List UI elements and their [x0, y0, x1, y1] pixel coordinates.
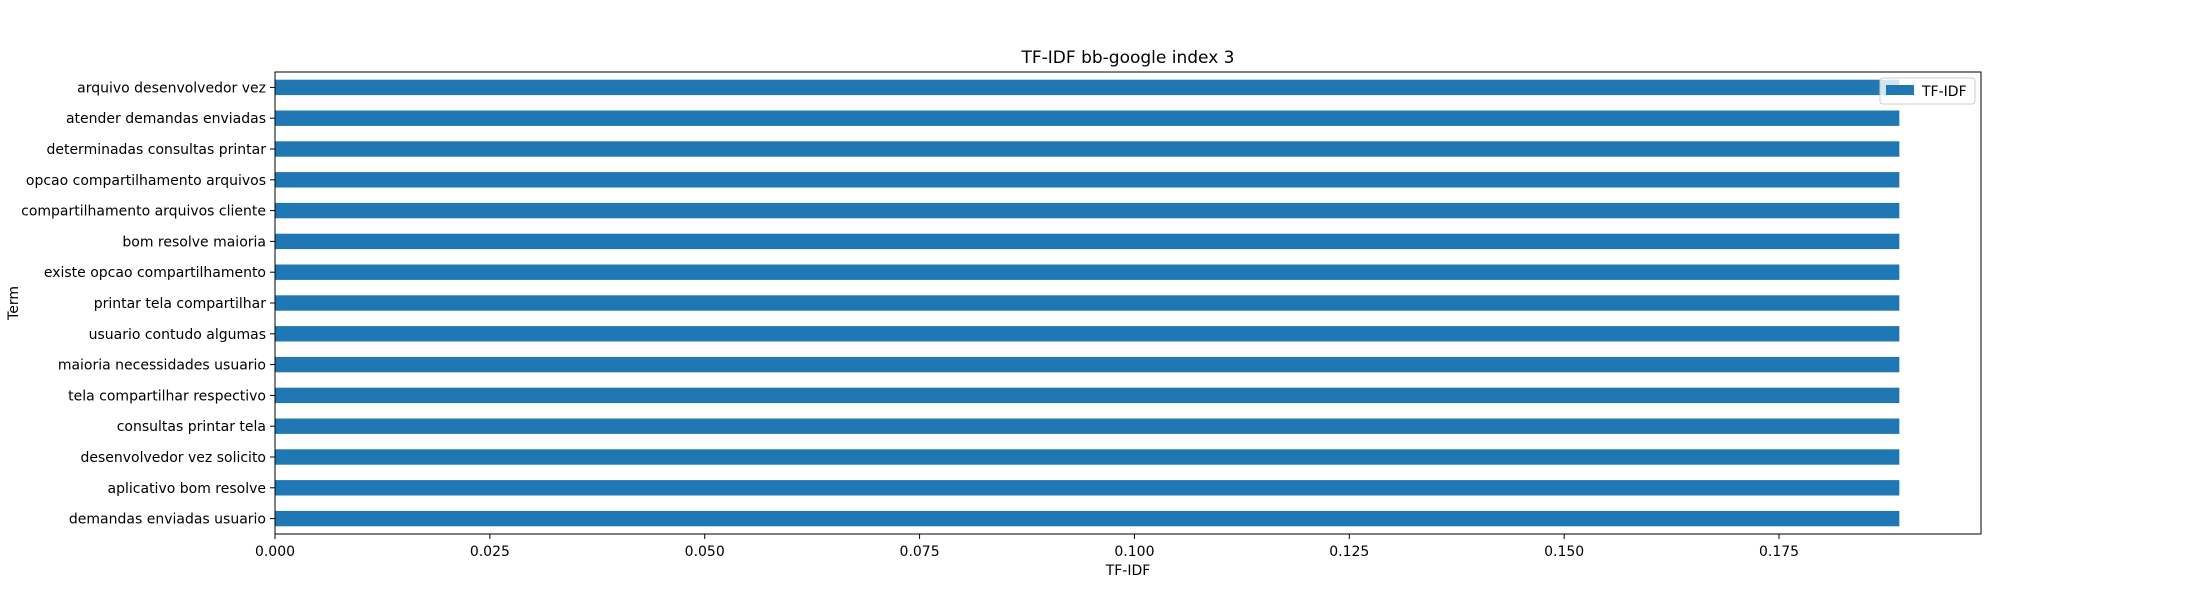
bar-5 [275, 233, 1900, 250]
legend: TF-IDF [1879, 77, 1976, 105]
x-tick-label-6: 0.150 [1544, 544, 1584, 560]
x-tick-label-0: 0.000 [255, 544, 295, 560]
bar-1 [275, 110, 1900, 126]
bar-3 [275, 172, 1900, 188]
bar-0 [275, 79, 1900, 96]
x-tick-label-5: 0.125 [1329, 544, 1369, 560]
y-tick-label-12: desenvolvedor vez solicito [80, 450, 266, 466]
x-tick-label-7: 0.175 [1759, 544, 1799, 560]
legend-label: TF-IDF [1921, 84, 1967, 100]
y-tick-label-9: maioria necessidades usuario [58, 358, 266, 374]
y-tick-label-8: usuario contudo algumas [89, 327, 266, 343]
y-tick-label-13: aplicativo bom resolve [108, 481, 266, 497]
x-axis-ticks: 0.000 0.025 0.050 0.075 0.100 0.125 0.150 0.175 [255, 534, 1799, 560]
y-tick-label-4: compartilhamento arquivos cliente [21, 204, 266, 220]
x-tick-label-2: 0.050 [685, 544, 725, 560]
legend-swatch [1886, 85, 1914, 95]
chart-title: TF-IDF bb-google index 3 [1021, 48, 1235, 68]
x-tick-label-1: 0.025 [470, 544, 510, 560]
x-axis-label: TF-IDF [1105, 563, 1151, 579]
bar-12 [275, 449, 1900, 465]
bar-13 [275, 480, 1900, 496]
legend-box [1879, 77, 1976, 105]
y-tick-label-2: determinadas consultas printar [46, 142, 266, 158]
y-tick-label-3: opcao compartilhamento arquivos [26, 173, 266, 189]
bars-group [275, 79, 1900, 527]
bar-9 [275, 356, 1900, 373]
bar-8 [275, 326, 1900, 342]
bar-14 [275, 510, 1900, 527]
y-tick-label-5: bom resolve maioria [122, 234, 266, 250]
y-axis-label: Term [6, 286, 22, 321]
bar-11 [275, 418, 1900, 434]
y-tick-label-6: existe opcao compartilhamento [44, 265, 266, 281]
bar-7 [275, 295, 1900, 311]
y-tick-label-10: tela compartilhar respectivo [68, 388, 266, 404]
y-axis-ticks: arquivo desenvolvedor vez atender demanda… [21, 80, 275, 528]
y-tick-label-1: atender demandas enviadas [66, 111, 266, 127]
x-tick-label-4: 0.100 [1114, 544, 1154, 560]
x-tick-label-3: 0.075 [900, 544, 940, 560]
y-tick-label-14: demandas enviadas usuario [69, 512, 266, 528]
plot-frame [274, 71, 1982, 535]
bar-2 [275, 141, 1900, 157]
bar-6 [275, 264, 1900, 280]
y-tick-label-0: arquivo desenvolvedor vez [77, 80, 266, 96]
y-tick-label-7: printar tela compartilhar [94, 296, 267, 312]
bar-10 [275, 387, 1900, 404]
bar-4 [275, 202, 1900, 219]
y-tick-label-11: consultas printar tela [117, 419, 266, 435]
